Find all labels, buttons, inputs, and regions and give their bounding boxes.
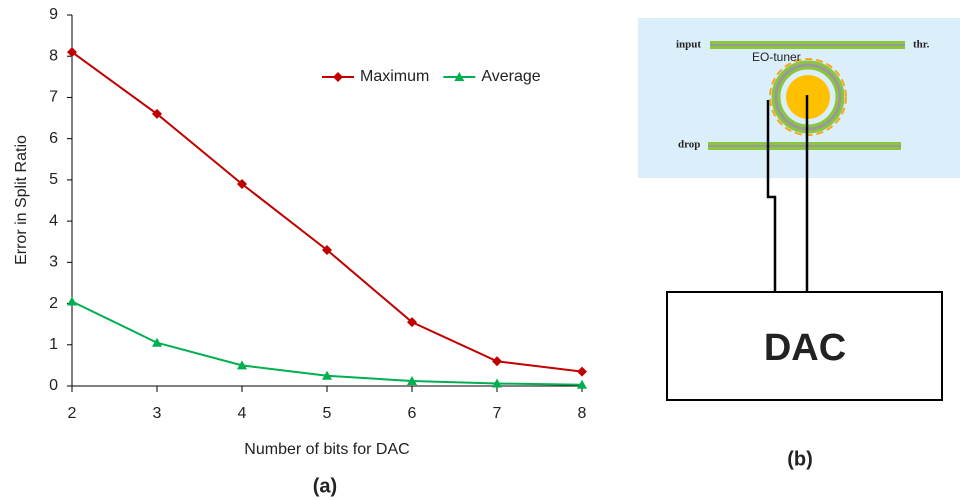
- y-tick-label: 6: [49, 130, 58, 147]
- marker: [454, 72, 465, 81]
- caption-a: (a): [313, 475, 337, 497]
- y-tick-label: 8: [49, 47, 58, 64]
- x-tick-label: 7: [493, 405, 502, 422]
- wire: [766, 100, 777, 292]
- caption-b: (b): [787, 448, 813, 470]
- marker: [492, 378, 502, 388]
- legend-label: Maximum: [360, 68, 429, 85]
- marker: [333, 72, 343, 82]
- marker: [492, 356, 502, 367]
- y-tick-label: 7: [49, 89, 58, 106]
- dac-label: DAC: [764, 327, 846, 369]
- x-tick-label: 5: [323, 405, 332, 422]
- diagram: input thr. EO-tuner drop DAC (b): [638, 18, 960, 470]
- marker: [67, 47, 77, 58]
- y-axis-label: Error in Split Ratio: [13, 135, 30, 265]
- x-tick-label: 6: [408, 405, 417, 422]
- x-axis-label: Number of bits for DAC: [244, 441, 409, 458]
- x-tick-label: 2: [68, 405, 77, 422]
- y-tick-label: 3: [49, 254, 58, 271]
- marker: [237, 179, 247, 190]
- drop-label: drop: [678, 139, 700, 151]
- marker: [577, 379, 587, 389]
- marker: [407, 317, 417, 328]
- y-tick-label: 2: [49, 295, 58, 312]
- line: [71, 51, 583, 373]
- y-tick-label: 9: [49, 6, 58, 23]
- x-tick-label: 4: [238, 405, 247, 422]
- marker: [322, 244, 332, 255]
- x-tick-label: 3: [153, 405, 162, 422]
- dac-box: [666, 291, 943, 401]
- y-tick-label: 5: [49, 171, 58, 188]
- legend-label: Average: [481, 68, 540, 85]
- tuner-label: EO-tuner: [752, 50, 801, 64]
- y-tick-label: 4: [49, 212, 58, 229]
- through-label: thr.: [913, 39, 930, 51]
- marker: [237, 360, 247, 370]
- marker: [152, 337, 162, 347]
- marker: [67, 296, 77, 306]
- marker: [577, 366, 587, 377]
- marker: [407, 376, 417, 386]
- y-tick-label: 1: [49, 336, 58, 353]
- y-tick-label: 0: [49, 377, 58, 394]
- input-label: input: [676, 39, 701, 51]
- x-tick-label: 8: [578, 405, 587, 422]
- marker: [152, 108, 162, 119]
- marker: [322, 370, 332, 380]
